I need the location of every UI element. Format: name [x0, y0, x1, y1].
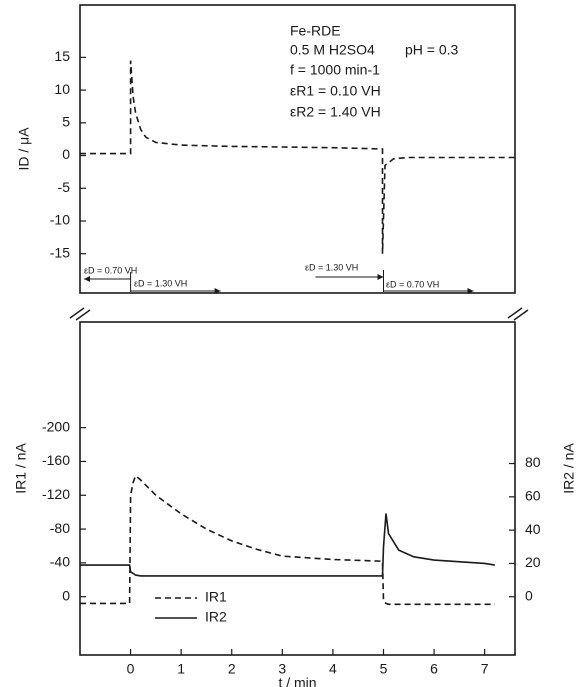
annotation: εR2 = 1.40 VH: [290, 104, 381, 120]
x-tick-label: 1: [177, 661, 185, 677]
x-tick-label: 4: [329, 661, 337, 677]
legend-label: IR2: [205, 609, 227, 625]
y-tick-label: 10: [54, 81, 70, 97]
y2-tick-label: 80: [525, 454, 541, 470]
y-tick-label: 0: [62, 146, 70, 162]
axis-break-marks: [69, 307, 529, 321]
step-arrowhead: [377, 274, 384, 280]
y-axis-label: IR1 / nA: [13, 443, 29, 494]
y2-tick-label: 60: [525, 488, 541, 504]
step-label: εD = 0.70 VH: [386, 279, 439, 289]
data-line: [80, 474, 495, 606]
x-tick-label: 0: [127, 661, 135, 677]
y2-tick-label: 0: [525, 587, 533, 603]
y2-tick-label: 20: [525, 554, 541, 570]
x-tick-label: 5: [380, 661, 388, 677]
y-axis-label: ID / μA: [16, 127, 32, 171]
y-tick-label: -160: [42, 452, 70, 468]
y-tick-label: -120: [42, 486, 70, 502]
y-tick-label: -15: [50, 244, 70, 260]
y-tick-label: -10: [50, 212, 70, 228]
y-tick-label: -80: [50, 520, 70, 536]
y-tick-label: -200: [42, 418, 70, 434]
step-arrowhead: [84, 276, 90, 282]
annotation: 0.5 M H2SO4: [290, 42, 375, 58]
data-line: [80, 60, 515, 254]
y-tick-label: -40: [50, 554, 70, 570]
bottom-frame: [79, 321, 516, 656]
x-tick-label: 2: [228, 661, 236, 677]
y-tick-label: 0: [62, 587, 70, 603]
annotation: εR1 = 0.10 VH: [290, 83, 381, 99]
annotation: Fe-RDE: [290, 23, 341, 39]
x-tick-label: 7: [481, 661, 489, 677]
data-line: [80, 513, 495, 577]
x-axis-label: t / min: [278, 675, 316, 687]
y2-axis-label: IR2 / nA: [561, 443, 577, 494]
y-tick-label: -5: [58, 179, 71, 195]
top-frame: [79, 4, 516, 294]
annotation: f = 1000 min-1: [290, 62, 380, 78]
step-label: εD = 0.70 VH: [84, 265, 137, 275]
step-arrowhead: [214, 288, 221, 294]
x-tick-label: 3: [278, 661, 286, 677]
step-arrowhead: [467, 288, 474, 294]
x-tick-label: 6: [430, 661, 438, 677]
y2-tick-label: 40: [525, 521, 541, 537]
step-label: εD = 1.30 VH: [305, 262, 358, 272]
legend-label: IR1: [205, 589, 227, 605]
step-label: εD = 1.30 VH: [134, 278, 187, 288]
y-tick-label: 15: [54, 48, 70, 64]
annotation: pH = 0.3: [405, 42, 459, 58]
y-tick-label: 5: [62, 114, 70, 130]
axis-break-gap: [60, 300, 530, 318]
